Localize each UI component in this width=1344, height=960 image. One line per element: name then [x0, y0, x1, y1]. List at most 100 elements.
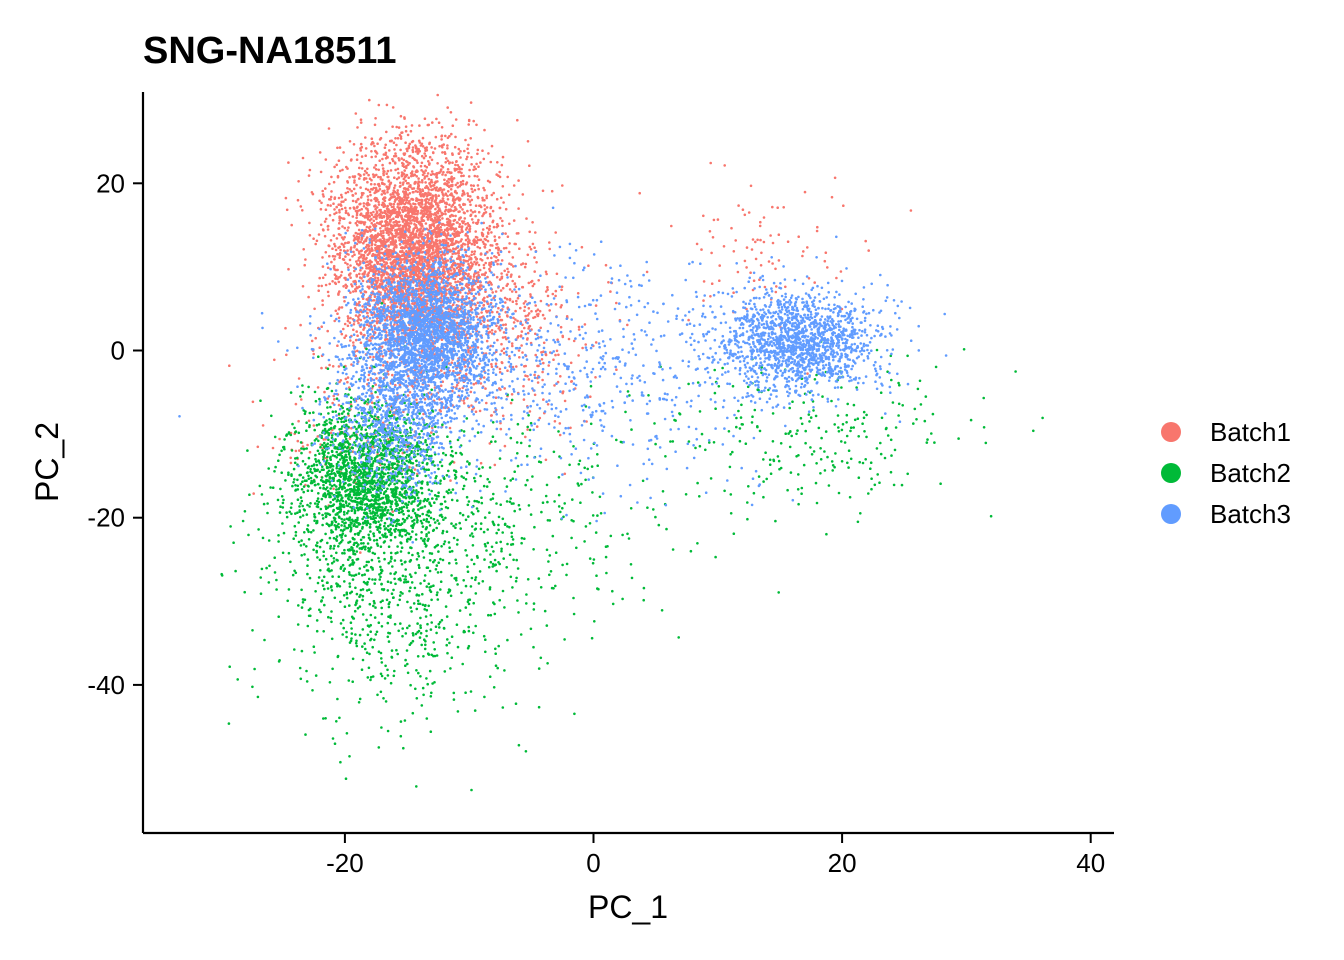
data-point-batch1: [346, 319, 350, 323]
data-point-batch1: [339, 233, 342, 237]
data-point-batch1: [452, 267, 456, 271]
data-point-batch1: [464, 222, 467, 226]
data-point-batch1: [496, 222, 499, 226]
data-point-batch1: [393, 161, 397, 164]
data-point-batch1: [524, 300, 527, 303]
data-point-batch1: [517, 232, 520, 235]
data-point-batch1: [448, 203, 451, 207]
data-point-batch1: [483, 273, 487, 277]
data-point-batch1: [438, 239, 442, 242]
data-point-batch1: [359, 212, 363, 215]
data-point-batch1: [432, 230, 435, 233]
data-point-batch1: [553, 420, 557, 423]
data-point-batch1: [389, 261, 393, 265]
data-point-batch1: [331, 280, 334, 283]
data-point-batch1: [365, 256, 368, 260]
data-point-batch1: [323, 220, 327, 223]
data-point-batch1: [390, 241, 394, 245]
data-point-batch1: [415, 235, 418, 239]
data-point-batch1: [411, 146, 415, 149]
data-point-batch1: [418, 259, 422, 262]
data-point-batch1: [358, 241, 361, 244]
data-point-batch2: [456, 438, 460, 442]
data-point-batch1: [528, 164, 531, 167]
data-point-batch1: [330, 190, 333, 193]
data-point-batch1: [349, 248, 353, 251]
data-point-batch1: [337, 316, 341, 320]
data-point-batch1: [359, 118, 363, 121]
data-point-batch1: [751, 238, 755, 241]
data-point-batch1: [357, 315, 360, 319]
data-point-batch1: [352, 290, 355, 293]
data-point-batch1: [589, 395, 592, 399]
data-point-batch1: [359, 249, 363, 253]
data-point-batch1: [774, 267, 777, 271]
data-point-batch1: [335, 275, 338, 278]
data-point-batch1: [334, 277, 337, 280]
data-point-batch1: [458, 225, 461, 228]
data-point-batch1: [626, 323, 629, 327]
data-point-batch1: [445, 202, 449, 206]
data-point-batch1: [615, 301, 618, 305]
data-point-batch1: [459, 272, 462, 276]
data-point-batch1: [477, 187, 481, 191]
data-point-batch1: [396, 275, 400, 279]
data-point-batch1: [371, 254, 374, 258]
data-point-batch1: [470, 198, 474, 202]
data-point-batch1: [406, 187, 410, 191]
data-point-batch1: [411, 190, 415, 194]
data-point-batch1: [576, 292, 580, 295]
data-point-batch1: [346, 181, 350, 184]
data-point-batch1: [340, 195, 344, 199]
data-point-batch1: [322, 195, 325, 198]
data-point-batch1: [372, 186, 376, 190]
data-point-batch1: [299, 205, 303, 208]
data-point-batch1: [374, 204, 377, 207]
data-point-batch1: [343, 226, 347, 230]
data-point-batch1: [443, 182, 446, 186]
data-point-batch1: [441, 165, 445, 169]
data-point-batch1: [308, 221, 311, 225]
data-point-batch1: [449, 239, 453, 242]
data-point-batch1: [388, 183, 392, 186]
data-point-batch1: [472, 168, 475, 172]
data-point-batch1: [496, 310, 499, 314]
data-point-batch1: [567, 337, 571, 341]
data-point-batch1: [501, 286, 505, 290]
data-point-batch1: [410, 272, 413, 276]
data-point-batch1: [405, 147, 409, 151]
data-point-batch1: [373, 183, 377, 186]
data-point-batch1: [346, 241, 350, 244]
data-point-batch1: [366, 247, 370, 250]
data-point-batch1: [415, 226, 419, 229]
data-point-batch1: [373, 295, 377, 299]
data-point-batch1: [561, 184, 564, 187]
data-point-batch1: [444, 212, 447, 216]
data-point-batch1: [397, 126, 401, 129]
data-point-batch1: [496, 251, 500, 254]
data-point-batch1: [434, 221, 438, 224]
data-point-batch1: [393, 190, 397, 194]
data-point-batch1: [443, 223, 446, 227]
data-point-batch1: [431, 151, 435, 154]
data-point-batch1: [438, 241, 442, 244]
data-point-batch1: [383, 238, 386, 241]
data-point-batch1: [421, 224, 424, 228]
data-point-batch1: [347, 273, 351, 277]
data-point-batch1: [374, 240, 378, 243]
data-point-batch1: [343, 300, 346, 303]
data-point-batch1: [490, 365, 494, 369]
data-point-batch1: [423, 171, 426, 175]
data-point-batch1: [399, 250, 402, 253]
data-point-batch1: [370, 217, 373, 221]
data-point-batch1: [355, 213, 359, 217]
data-point-batch1: [412, 227, 416, 231]
data-point-batch1: [366, 180, 369, 184]
data-point-batch1: [287, 161, 290, 164]
data-point-batch1: [408, 229, 411, 232]
data-point-batch1: [372, 219, 376, 223]
data-point-batch1: [359, 161, 363, 165]
data-point-batch1: [474, 204, 478, 207]
data-point-batch1: [348, 258, 352, 262]
data-point-batch1: [462, 401, 466, 405]
